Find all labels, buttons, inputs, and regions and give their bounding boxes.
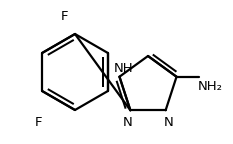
Text: N: N [123, 115, 133, 128]
Text: NH₂: NH₂ [198, 79, 223, 92]
Text: N: N [164, 115, 174, 128]
Text: F: F [61, 10, 69, 22]
Text: NH: NH [114, 61, 134, 74]
Text: F: F [34, 115, 42, 128]
